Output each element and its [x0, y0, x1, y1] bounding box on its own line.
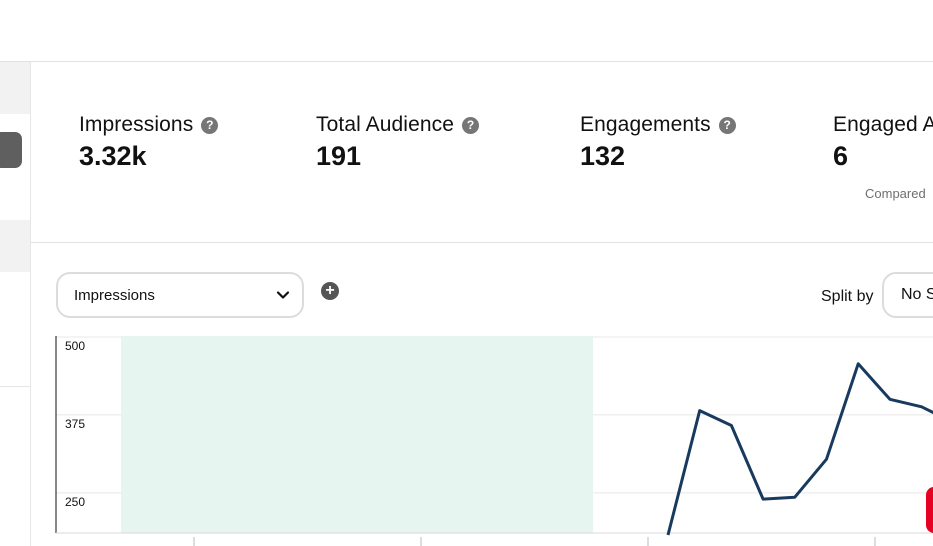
series-points [667, 363, 922, 536]
sidebar [0, 62, 31, 546]
sidebar-item[interactable] [0, 62, 30, 114]
chevron-down-icon [276, 291, 290, 299]
metric-label: Engagements [580, 113, 711, 136]
y-tick-labels: 500 375 250 [65, 339, 85, 509]
sidebar-active-item[interactable] [0, 132, 22, 168]
x-tick-marks [193, 537, 876, 546]
help-icon[interactable]: ? [201, 116, 219, 134]
metric-label: Impressions [79, 113, 194, 136]
y-tick-label: 375 [65, 417, 85, 431]
y-tick-label: 250 [65, 495, 85, 509]
y-tick-label: 500 [65, 339, 85, 353]
metric-value: 6 [833, 141, 849, 171]
metric-engaged-audience: Engaged A 6 [833, 113, 933, 172]
top-header [0, 0, 933, 62]
compared-text: Compared [865, 186, 926, 201]
metric-label: Total Audience [316, 113, 455, 136]
metric-value: 132 [580, 141, 626, 171]
help-icon[interactable]: ? [462, 116, 480, 134]
split-by-label: Split by [821, 288, 874, 305]
metric-select[interactable]: Impressions [56, 272, 304, 318]
help-icon[interactable]: ? [718, 116, 736, 134]
metric-value: 191 [316, 141, 362, 171]
sidebar-divider [0, 386, 30, 387]
section-divider [31, 242, 933, 243]
metric-value: 3.32k [79, 141, 147, 171]
metric-select-value: Impressions [74, 286, 155, 304]
highlight-band [121, 336, 593, 533]
series-line [666, 362, 933, 536]
split-by-select[interactable]: No S [882, 272, 933, 318]
metric-engagements: Engagements ? 132 [580, 113, 736, 172]
metric-impressions: Impressions ? 3.32k [79, 113, 219, 172]
sidebar-item[interactable] [0, 220, 30, 272]
split-by-value: No S [901, 286, 933, 303]
red-marker [926, 487, 933, 533]
metric-total-audience: Total Audience ? 191 [316, 113, 480, 172]
metric-label: Engaged A [833, 113, 933, 136]
add-icon[interactable]: + [321, 282, 339, 300]
